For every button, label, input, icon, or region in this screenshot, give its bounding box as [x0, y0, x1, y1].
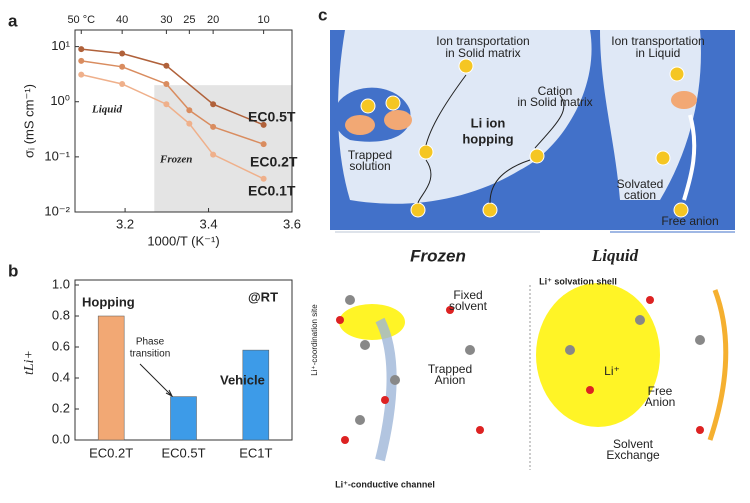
label: solvent: [449, 299, 488, 313]
label: Anion: [435, 373, 466, 387]
label: Li⁺-coordination site: [310, 304, 319, 376]
point: [78, 71, 85, 78]
y-tick-label: 0.4: [52, 369, 70, 384]
point: [163, 80, 170, 87]
point: [260, 175, 267, 182]
label: Trapped: [348, 148, 392, 162]
point: [210, 123, 217, 130]
point: [119, 80, 126, 87]
label: Free: [648, 384, 673, 398]
label: Li⁺-conductive channel: [335, 479, 435, 489]
label: Ion transportation: [611, 34, 704, 48]
y-tick-label: 0.8: [52, 307, 70, 322]
label: hopping: [462, 131, 513, 146]
top-tick-label: 30: [160, 14, 172, 26]
y-tick-label: 1.0: [52, 276, 70, 291]
legend-label: EC0.1T: [248, 183, 296, 199]
legend-label: EC0.2T: [250, 154, 298, 170]
label: Free anion: [661, 214, 718, 228]
point: [210, 101, 217, 108]
y-axis-label: tLi+: [22, 350, 37, 375]
bar: [170, 396, 197, 441]
point: [119, 63, 126, 70]
annotation: @RT: [248, 289, 278, 304]
x-tick-label: 3.6: [283, 216, 301, 231]
annotation: Vehicle: [220, 372, 265, 387]
plot-frame: [74, 29, 293, 213]
y-tick-label: 10⁻¹: [44, 148, 70, 163]
y-tick-label: 10⁰: [50, 93, 70, 108]
y-tick-label: 10⁻²: [44, 203, 70, 218]
annotation: Phase: [136, 337, 165, 348]
label: Liquid: [591, 246, 639, 265]
annotation: Frozen: [159, 154, 192, 166]
diagram-text: Ion transportation in Solid matrix Ion t…: [310, 34, 719, 489]
label: Li ion: [471, 115, 506, 130]
label: Frozen: [410, 246, 466, 265]
series-line: [81, 73, 264, 180]
x-tick-label: EC0.5T: [161, 445, 205, 460]
y-tick-label: 0.2: [52, 400, 70, 415]
label: Li⁺: [604, 364, 620, 378]
point: [119, 50, 126, 57]
label: Ion transportation: [436, 34, 529, 48]
label: Solvent: [613, 437, 654, 451]
label: Anion: [645, 395, 676, 409]
label: Trapped: [428, 362, 472, 376]
point: [186, 120, 193, 127]
point: [210, 151, 217, 158]
x-tick-label: 3.4: [199, 216, 217, 231]
label: cation: [624, 188, 656, 202]
label: in Solid matrix: [445, 46, 520, 60]
point: [186, 107, 193, 114]
point: [78, 57, 85, 64]
panel-label: c: [318, 5, 327, 24]
point: [260, 141, 267, 148]
label: solution: [349, 159, 390, 173]
arrow: [139, 363, 174, 398]
label: Cation: [538, 84, 573, 98]
shaded-region: [154, 85, 292, 212]
legend-label: EC0.5T: [248, 109, 296, 125]
label: Solvated: [617, 177, 664, 191]
panel-label: b: [8, 261, 18, 280]
y-axis-label: σᵢ (mS cm⁻¹): [21, 84, 36, 158]
label: Exchange: [606, 448, 660, 462]
x-axis-label: 1000/T (K⁻¹): [147, 233, 219, 248]
bar: [97, 315, 125, 441]
y-tick-label: 10¹: [51, 38, 70, 53]
point: [78, 46, 85, 53]
point: [163, 101, 170, 108]
label: Fixed: [453, 288, 482, 302]
point: [260, 121, 267, 128]
top-tick-label: 10: [257, 14, 269, 26]
panel-c-art: [330, 30, 735, 470]
label: Li⁺ solvation shell: [539, 276, 617, 286]
y-tick-label: 0.6: [52, 338, 70, 353]
x-tick-label: EC0.2T: [89, 445, 133, 460]
top-tick-label: 20: [207, 14, 219, 26]
panel-label: a: [8, 11, 18, 30]
annotation: Hopping: [82, 294, 135, 309]
annotation: transition: [130, 349, 171, 360]
label: in Solid matrix: [517, 95, 592, 109]
series-line: [81, 60, 264, 145]
x-tick-label: 3.2: [116, 216, 134, 231]
annotation: Liquid: [91, 104, 122, 116]
label: in Liquid: [636, 46, 681, 60]
point: [163, 62, 170, 69]
x-tick-label: EC1T: [239, 445, 272, 460]
y-tick-label: 0.0: [52, 431, 70, 446]
bar: [242, 349, 270, 441]
top-tick-label: 25: [183, 14, 195, 26]
top-tick-label: 40: [116, 14, 128, 26]
top-tick-label: 50 °C: [67, 14, 95, 26]
